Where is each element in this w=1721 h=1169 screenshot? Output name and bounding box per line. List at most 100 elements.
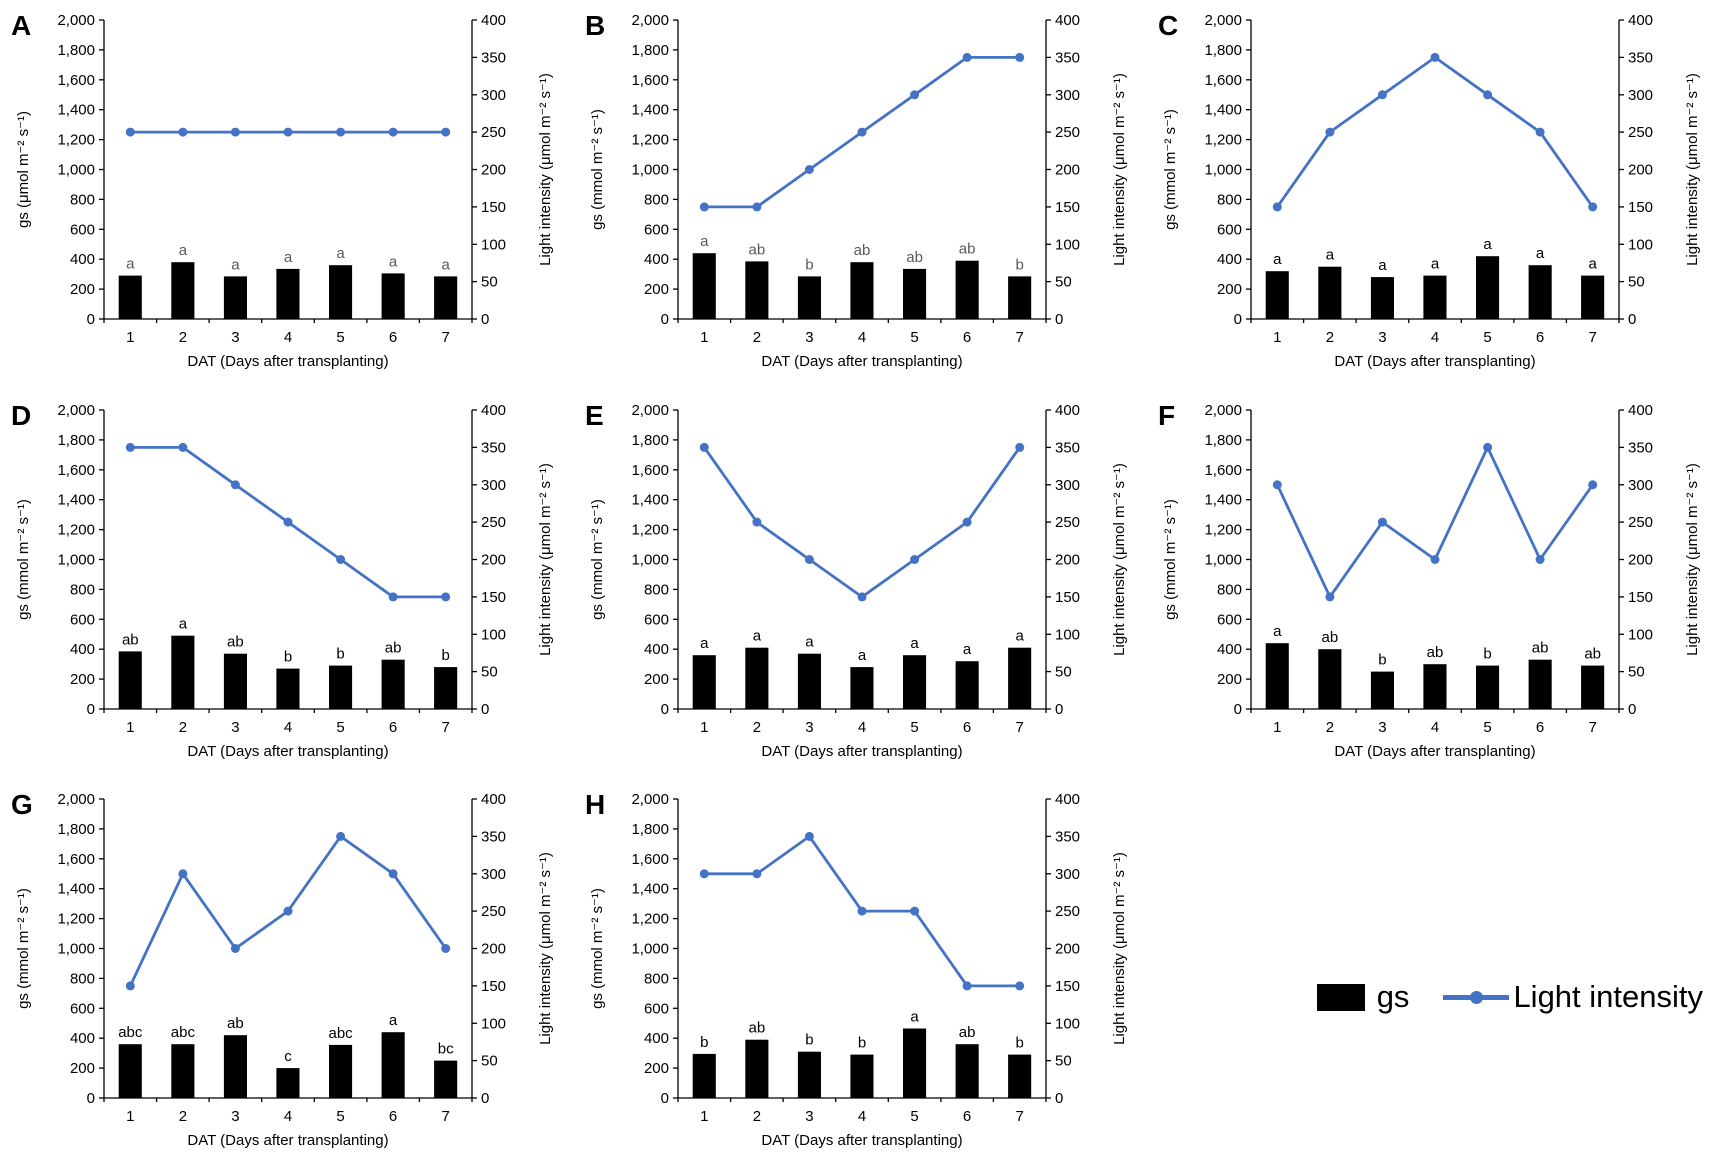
chart-svg-c: C 0 200 400 600 800 1,000 1,200 1,400 1,600 1,800 2… [1158, 10, 1701, 370]
gs-bar [434, 1060, 458, 1099]
svg-text:250: 250 [481, 514, 506, 531]
gs-bar [276, 1068, 300, 1099]
significance-letter: a [1273, 623, 1282, 640]
svg-text:1,400: 1,400 [631, 102, 669, 119]
light-intensity-marker [441, 944, 451, 954]
significance-letter: abc [329, 1025, 354, 1042]
svg-text:0: 0 [481, 311, 489, 328]
gs-bar [850, 666, 874, 709]
light-intensity-marker [1430, 554, 1440, 564]
svg-text:600: 600 [70, 221, 95, 238]
svg-text:400: 400 [1055, 791, 1080, 808]
significance-letter: a [442, 256, 451, 273]
chart-panel-b: B 0 200 400 600 800 1,000 1,200 1,400 1,600 1,800 2… [574, 0, 1148, 390]
light-intensity-marker [962, 52, 972, 62]
left-axis-tick-labels: 0 200 400 600 800 1,000 1,200 1,400 1,600 1,800 2,… [57, 12, 95, 328]
svg-text:1: 1 [700, 1108, 708, 1125]
right-axis-tick-labels: 0 50 100 150 200 250 300 350 400 [1055, 791, 1080, 1107]
gs-bar [850, 262, 874, 319]
light-intensity-line [1276, 56, 1595, 209]
significance-letter: b [1015, 256, 1023, 273]
svg-text:150: 150 [1628, 199, 1653, 216]
significance-letter: ab [748, 241, 765, 258]
x-axis-title: DAT (Days after transplanting) [187, 743, 388, 760]
light-intensity-marker [1325, 592, 1335, 602]
svg-text:6: 6 [389, 329, 397, 346]
svg-text:50: 50 [481, 663, 498, 680]
significance-letter: a [389, 253, 398, 270]
gs-bar [1266, 271, 1290, 319]
right-axis-title: Light intensity (μmol m⁻² s⁻¹) [1111, 463, 1128, 656]
chart-svg-d: D 0 200 400 600 800 1,000 1,200 1,400 1,600 1,800 2… [11, 400, 554, 760]
svg-text:800: 800 [1217, 191, 1242, 208]
svg-text:0: 0 [1234, 311, 1242, 328]
light-intensity-marker [1378, 90, 1388, 100]
gs-bar [1581, 275, 1605, 319]
significance-letter: a [1326, 247, 1335, 264]
significance-labels: a ab b ab ab ab b [700, 233, 1024, 273]
svg-text:200: 200 [1217, 671, 1242, 688]
svg-text:1,000: 1,000 [631, 941, 669, 958]
svg-text:6: 6 [1536, 329, 1544, 346]
light-intensity-marker [699, 442, 709, 452]
chart-panel-g: G 0 200 400 600 800 1,000 1,200 1,400 1,600 1,800 2… [0, 779, 574, 1169]
gs-bar [329, 265, 353, 319]
svg-text:800: 800 [644, 191, 669, 208]
svg-text:150: 150 [1055, 199, 1080, 216]
chart-panel-h: H 0 200 400 600 800 1,000 1,200 1,400 1,600 1,800 2… [574, 779, 1148, 1169]
svg-text:100: 100 [481, 1016, 506, 1033]
light-intensity-marker [1588, 202, 1598, 212]
svg-text:200: 200 [644, 1060, 669, 1077]
svg-text:6: 6 [389, 1108, 397, 1125]
significance-letter: a [700, 233, 709, 250]
svg-text:0: 0 [481, 1090, 489, 1107]
gs-bar [1007, 276, 1031, 319]
gs-bar [744, 1040, 769, 1099]
significance-letter: a [1273, 251, 1282, 268]
gs-bar [744, 261, 769, 319]
svg-text:0: 0 [481, 701, 489, 718]
svg-text:150: 150 [1055, 589, 1080, 606]
significance-letter: a [1536, 245, 1545, 262]
svg-text:200: 200 [481, 162, 506, 179]
svg-text:100: 100 [1055, 626, 1080, 643]
svg-text:4: 4 [284, 329, 292, 346]
right-axis-tick-labels: 0 50 100 150 200 250 300 350 400 [1628, 12, 1653, 328]
right-axis-tick-labels: 0 50 100 150 200 250 300 350 400 [1628, 402, 1653, 718]
svg-text:150: 150 [481, 589, 506, 606]
light-intensity-marker [804, 832, 814, 842]
svg-text:3: 3 [805, 1108, 813, 1125]
chart-svg-e: E 0 200 400 600 800 1,000 1,200 1,400 1,600 1,800 2… [585, 400, 1128, 760]
svg-text:7: 7 [1015, 329, 1023, 346]
svg-text:2,000: 2,000 [631, 791, 669, 808]
gs-bar [902, 268, 926, 319]
right-axis-title: Light intensity (μmol m⁻² s⁻¹) [537, 852, 554, 1045]
svg-text:150: 150 [481, 199, 506, 216]
svg-text:50: 50 [1628, 663, 1645, 680]
gs-bar [381, 1032, 405, 1099]
significance-letter: ab [748, 1020, 765, 1037]
light-intensity-marker [699, 869, 709, 879]
light-intensity-markers [125, 127, 451, 137]
significance-labels: a ab b ab b ab ab [1273, 623, 1601, 668]
significance-letter: a [805, 633, 814, 650]
significance-letter: ab [122, 631, 139, 648]
x-axis-title: DAT (Days after transplanting) [187, 353, 388, 370]
svg-text:1,600: 1,600 [57, 72, 95, 89]
light-intensity-marker [1483, 442, 1493, 452]
light-intensity-marker [178, 869, 188, 879]
significance-letter: ab [385, 639, 402, 656]
svg-text:7: 7 [1589, 719, 1597, 736]
significance-letter: a [1589, 256, 1598, 273]
x-axis-tick-labels: 1 2 3 4 5 6 7 [1273, 719, 1597, 736]
svg-text:2,000: 2,000 [57, 402, 95, 419]
left-axis-tick-labels: 0 200 400 600 800 1,000 1,200 1,400 1,600 1,800 2,… [1205, 402, 1243, 718]
right-axis-tick-labels: 0 50 100 150 200 250 300 350 400 [1055, 12, 1080, 328]
significance-letter: a [963, 641, 972, 658]
svg-text:200: 200 [1217, 281, 1242, 298]
gs-legend-label: gs [1376, 979, 1410, 1015]
svg-text:1,600: 1,600 [57, 461, 95, 478]
svg-text:1,200: 1,200 [57, 521, 95, 538]
svg-text:350: 350 [481, 49, 506, 66]
